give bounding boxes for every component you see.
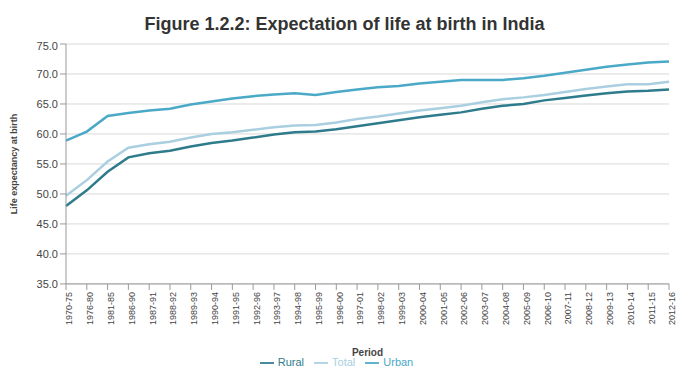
svg-text:2000-04: 2000-04 (418, 292, 428, 325)
svg-text:50.0: 50.0 (37, 188, 58, 200)
svg-text:75.0: 75.0 (37, 40, 58, 52)
svg-text:Life expectancy at birth: Life expectancy at birth (9, 114, 19, 215)
svg-text:35.0: 35.0 (37, 278, 58, 290)
svg-text:2004-08: 2004-08 (501, 292, 511, 325)
svg-text:1998-02: 1998-02 (376, 292, 386, 325)
html-text:Total: Total (332, 355, 356, 368)
svg-text:60.0: 60.0 (37, 128, 58, 140)
svg-text:65.0: 65.0 (37, 98, 58, 110)
svg-text:1994-98: 1994-98 (293, 292, 303, 325)
svg-text:1996-00: 1996-00 (335, 292, 345, 325)
svg-text:70.0: 70.0 (37, 68, 58, 80)
svg-text:1986-90: 1986-90 (127, 292, 137, 325)
svg-text:2005-09: 2005-09 (522, 292, 532, 325)
svg-text:1990-94: 1990-94 (210, 292, 220, 325)
svg-text:1991-95: 1991-95 (231, 292, 241, 325)
svg-text:45.0: 45.0 (37, 218, 58, 230)
svg-text:2009-13: 2009-13 (605, 292, 615, 325)
svg-text:2006-10: 2006-10 (543, 292, 553, 325)
svg-text:1981-85: 1981-85 (106, 292, 116, 325)
svg-text:2010-14: 2010-14 (626, 292, 636, 325)
svg-text:1993-97: 1993-97 (272, 292, 282, 325)
svg-text:1987-91: 1987-91 (148, 292, 158, 325)
html-text:Urban: Urban (383, 355, 414, 368)
svg-text:Period: Period (352, 347, 383, 358)
svg-text:40.0: 40.0 (37, 248, 58, 260)
svg-text:2011-15: 2011-15 (647, 292, 657, 324)
svg-text:1997-01: 1997-01 (355, 292, 365, 325)
svg-text:2002-06: 2002-06 (459, 292, 469, 325)
svg-text:1992-96: 1992-96 (252, 292, 262, 325)
svg-text:1976-80: 1976-80 (85, 292, 95, 325)
svg-text:55.0: 55.0 (37, 158, 58, 170)
svg-text:1970-75: 1970-75 (64, 292, 74, 325)
svg-text:1999-03: 1999-03 (397, 292, 407, 325)
svg-text:2008-12: 2008-12 (584, 292, 594, 325)
html-text:Rural: Rural (277, 355, 304, 368)
svg-text:1995-99: 1995-99 (314, 292, 324, 325)
svg-text:2007-11: 2007-11 (563, 292, 573, 324)
html-text:Figure 1.2.2: Expectation of l: Figure 1.2.2: Expectation of life at bir… (144, 14, 545, 34)
svg-text:2003-07: 2003-07 (480, 292, 490, 325)
svg-text:1988-92: 1988-92 (168, 292, 178, 325)
svg-text:1989-93: 1989-93 (189, 292, 199, 325)
svg-text:2001-05: 2001-05 (439, 292, 449, 325)
svg-text:2012-16: 2012-16 (667, 292, 677, 325)
